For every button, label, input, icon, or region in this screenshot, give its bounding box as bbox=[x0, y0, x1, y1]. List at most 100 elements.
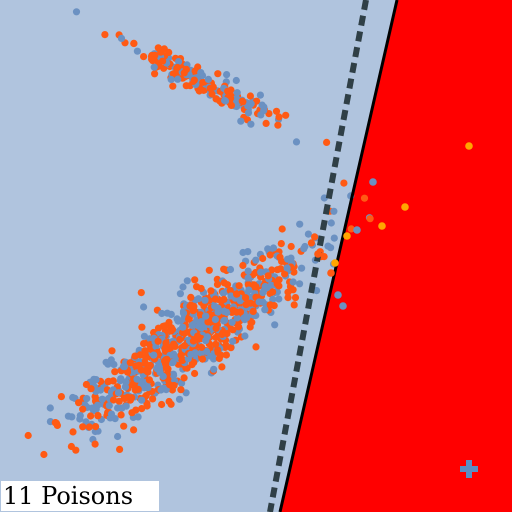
data-point-lower bbox=[128, 394, 136, 402]
data-point-upper bbox=[197, 69, 205, 77]
data-point-lower bbox=[69, 393, 77, 402]
data-point-lower bbox=[141, 359, 149, 367]
poison-point bbox=[353, 226, 361, 234]
data-point-lower bbox=[126, 359, 134, 367]
data-point-lower bbox=[264, 272, 272, 280]
data-point-lower bbox=[177, 351, 185, 359]
data-point-lower bbox=[109, 396, 118, 404]
data-point-lower bbox=[128, 381, 136, 389]
data-point-lower bbox=[87, 385, 95, 393]
data-point-lower bbox=[179, 309, 188, 317]
data-point-lower bbox=[188, 321, 196, 329]
poison-point bbox=[465, 142, 473, 150]
poison-point bbox=[343, 232, 351, 240]
data-point-lower bbox=[170, 381, 178, 390]
data-point-upper bbox=[232, 94, 241, 102]
data-point-lower bbox=[235, 282, 243, 290]
data-point-lower bbox=[275, 282, 283, 290]
data-point-lower bbox=[289, 278, 297, 286]
data-point-lower bbox=[269, 295, 277, 303]
data-point-upper bbox=[221, 97, 230, 105]
data-point-lower bbox=[291, 294, 300, 302]
data-point-upper bbox=[190, 76, 198, 84]
data-point-upper bbox=[247, 120, 255, 128]
data-point-upper bbox=[140, 53, 148, 61]
data-point-lower bbox=[83, 395, 91, 403]
data-point-lower bbox=[278, 225, 286, 233]
data-point-lower bbox=[233, 314, 241, 322]
data-point-lower bbox=[191, 276, 199, 284]
data-point-lower bbox=[239, 248, 247, 257]
data-point-lower bbox=[114, 404, 122, 412]
data-point-lower bbox=[143, 399, 151, 408]
data-point-lower bbox=[366, 215, 374, 223]
data-point-lower bbox=[180, 374, 188, 382]
data-point-lower bbox=[261, 282, 269, 291]
data-point-lower bbox=[281, 270, 289, 278]
data-point-upper bbox=[209, 83, 217, 91]
data-point-lower bbox=[271, 321, 279, 329]
data-point-lower bbox=[161, 345, 169, 353]
data-point-upper bbox=[253, 97, 261, 105]
data-point-lower bbox=[134, 385, 142, 393]
data-point-lower bbox=[194, 295, 203, 303]
data-point-upper bbox=[292, 138, 301, 146]
data-point-lower bbox=[242, 294, 250, 302]
data-point-lower bbox=[207, 352, 215, 360]
data-point-lower bbox=[261, 306, 269, 314]
data-point-lower bbox=[115, 397, 123, 405]
data-point-lower bbox=[165, 397, 173, 406]
data-point-lower bbox=[307, 239, 315, 247]
data-point-upper bbox=[159, 57, 167, 65]
data-point-lower bbox=[183, 364, 191, 372]
data-point-lower bbox=[46, 404, 54, 412]
data-point-upper bbox=[148, 55, 156, 63]
data-point-lower bbox=[226, 265, 235, 274]
data-point-lower bbox=[220, 295, 228, 303]
data-point-upper bbox=[223, 71, 231, 79]
data-point-lower bbox=[138, 405, 146, 413]
data-point-lower bbox=[121, 383, 130, 391]
data-point-lower bbox=[92, 423, 100, 431]
data-point-upper bbox=[282, 111, 290, 119]
data-point-lower bbox=[79, 423, 87, 431]
data-point-lower bbox=[266, 251, 274, 259]
data-point-upper bbox=[72, 8, 81, 16]
data-point-lower bbox=[211, 302, 219, 310]
data-point-lower bbox=[79, 405, 87, 413]
data-point-upper bbox=[274, 121, 282, 129]
data-point-lower bbox=[212, 340, 220, 348]
data-point-upper bbox=[256, 91, 264, 99]
data-point-lower bbox=[136, 351, 144, 359]
data-point-lower bbox=[158, 309, 166, 318]
data-point-lower bbox=[105, 402, 113, 410]
data-point-upper bbox=[237, 117, 245, 125]
data-point-lower bbox=[273, 266, 282, 274]
data-point-lower bbox=[298, 264, 306, 272]
data-point-lower bbox=[96, 386, 105, 394]
data-point-lower bbox=[244, 267, 252, 275]
data-point-lower bbox=[190, 358, 198, 367]
data-point-lower bbox=[197, 284, 205, 293]
data-point-lower bbox=[114, 432, 122, 441]
data-point-lower bbox=[161, 322, 169, 330]
poison-point bbox=[314, 250, 322, 258]
data-point-upper bbox=[101, 30, 109, 39]
data-point-lower bbox=[88, 404, 96, 412]
data-point-upper bbox=[272, 107, 281, 115]
data-point-lower bbox=[144, 368, 152, 376]
data-point-lower bbox=[202, 312, 210, 320]
data-point-lower bbox=[180, 342, 189, 350]
data-point-lower bbox=[213, 280, 222, 288]
data-point-lower bbox=[157, 386, 165, 394]
data-point-lower bbox=[275, 295, 283, 303]
data-point-lower bbox=[284, 288, 292, 296]
data-point-lower bbox=[130, 426, 138, 434]
data-point-lower bbox=[242, 301, 250, 309]
data-point-lower bbox=[176, 290, 184, 298]
data-point-lower bbox=[140, 332, 148, 340]
data-point-lower bbox=[128, 409, 136, 417]
data-point-upper bbox=[204, 75, 212, 83]
data-point-lower bbox=[301, 242, 309, 251]
